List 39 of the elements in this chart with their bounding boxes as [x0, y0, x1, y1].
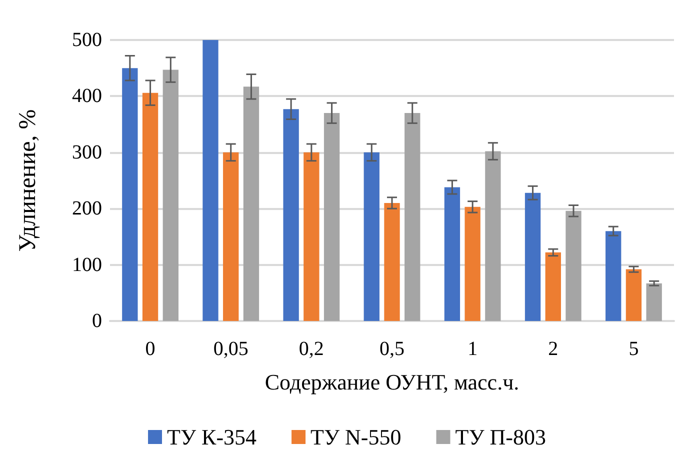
y-tick-label: 300 [72, 141, 102, 164]
x-tick-label: 0,2 [298, 338, 324, 360]
bar [223, 152, 239, 321]
y-tick-label: 400 [72, 85, 102, 108]
bar [626, 269, 642, 321]
y-axis-title: Удлинение, % [15, 109, 41, 252]
x-tick-label: 5 [628, 338, 639, 360]
bar [283, 109, 299, 321]
legend-label: ТУ N-550 [310, 424, 402, 450]
bar [384, 202, 400, 321]
y-tick-label: 500 [72, 29, 102, 51]
x-tick-label: 0,05 [213, 338, 248, 360]
bar [202, 40, 218, 321]
bar [606, 231, 622, 321]
x-tick-label: 2 [548, 338, 558, 360]
y-tick-label: 200 [72, 198, 102, 220]
bar [142, 92, 158, 321]
y-tick-label: 0 [92, 310, 102, 332]
x-axis-title: Содержание ОУНТ, масс.ч. [264, 370, 520, 394]
bar [162, 70, 178, 321]
bar [243, 86, 260, 321]
legend-label: ТУ К-354 [167, 424, 257, 450]
bar [524, 192, 541, 321]
bar [566, 210, 582, 321]
bar [464, 206, 480, 321]
bar [404, 113, 420, 321]
bar [545, 252, 561, 321]
bar [364, 152, 380, 321]
x-tick-label: 0 [145, 338, 156, 360]
legend-label: ТУ П-803 [455, 424, 546, 450]
x-tick-label: 1 [468, 338, 478, 360]
bar [304, 152, 320, 321]
y-tick-label: 100 [72, 254, 102, 276]
bar [324, 113, 340, 321]
bar [646, 283, 662, 321]
bar [444, 187, 460, 321]
bar [485, 151, 501, 321]
x-tick-label: 0,5 [380, 338, 404, 360]
bar [122, 68, 138, 321]
